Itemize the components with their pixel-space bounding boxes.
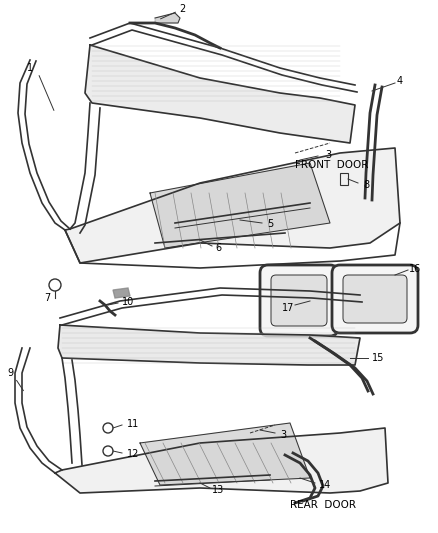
FancyBboxPatch shape	[331, 265, 417, 333]
Text: REAR  DOOR: REAR DOOR	[290, 500, 355, 510]
Text: 2: 2	[178, 4, 185, 14]
Text: 4: 4	[396, 76, 402, 86]
Text: 12: 12	[127, 449, 139, 459]
Text: 16: 16	[408, 264, 420, 274]
Polygon shape	[85, 45, 354, 143]
Text: 7: 7	[44, 293, 50, 303]
FancyBboxPatch shape	[259, 265, 337, 336]
Polygon shape	[65, 148, 399, 263]
Text: 1: 1	[27, 63, 33, 73]
Text: 9: 9	[7, 368, 13, 378]
Text: 15: 15	[371, 353, 383, 363]
FancyBboxPatch shape	[342, 275, 406, 323]
Text: 3: 3	[324, 150, 330, 160]
Text: 8: 8	[362, 180, 368, 190]
Text: 3: 3	[279, 430, 286, 440]
Polygon shape	[155, 13, 180, 23]
Text: 5: 5	[266, 219, 272, 229]
Polygon shape	[113, 288, 130, 298]
Polygon shape	[58, 325, 359, 365]
Polygon shape	[140, 423, 309, 485]
Text: 6: 6	[215, 243, 221, 253]
Text: 13: 13	[212, 485, 224, 495]
Text: 14: 14	[318, 480, 330, 490]
FancyBboxPatch shape	[270, 275, 326, 326]
Polygon shape	[150, 163, 329, 248]
Text: 17: 17	[281, 303, 293, 313]
Text: FRONT  DOOR: FRONT DOOR	[294, 160, 367, 170]
Text: 10: 10	[122, 297, 134, 307]
Polygon shape	[55, 428, 387, 493]
Text: 11: 11	[127, 419, 139, 429]
Bar	[339, 173, 347, 185]
